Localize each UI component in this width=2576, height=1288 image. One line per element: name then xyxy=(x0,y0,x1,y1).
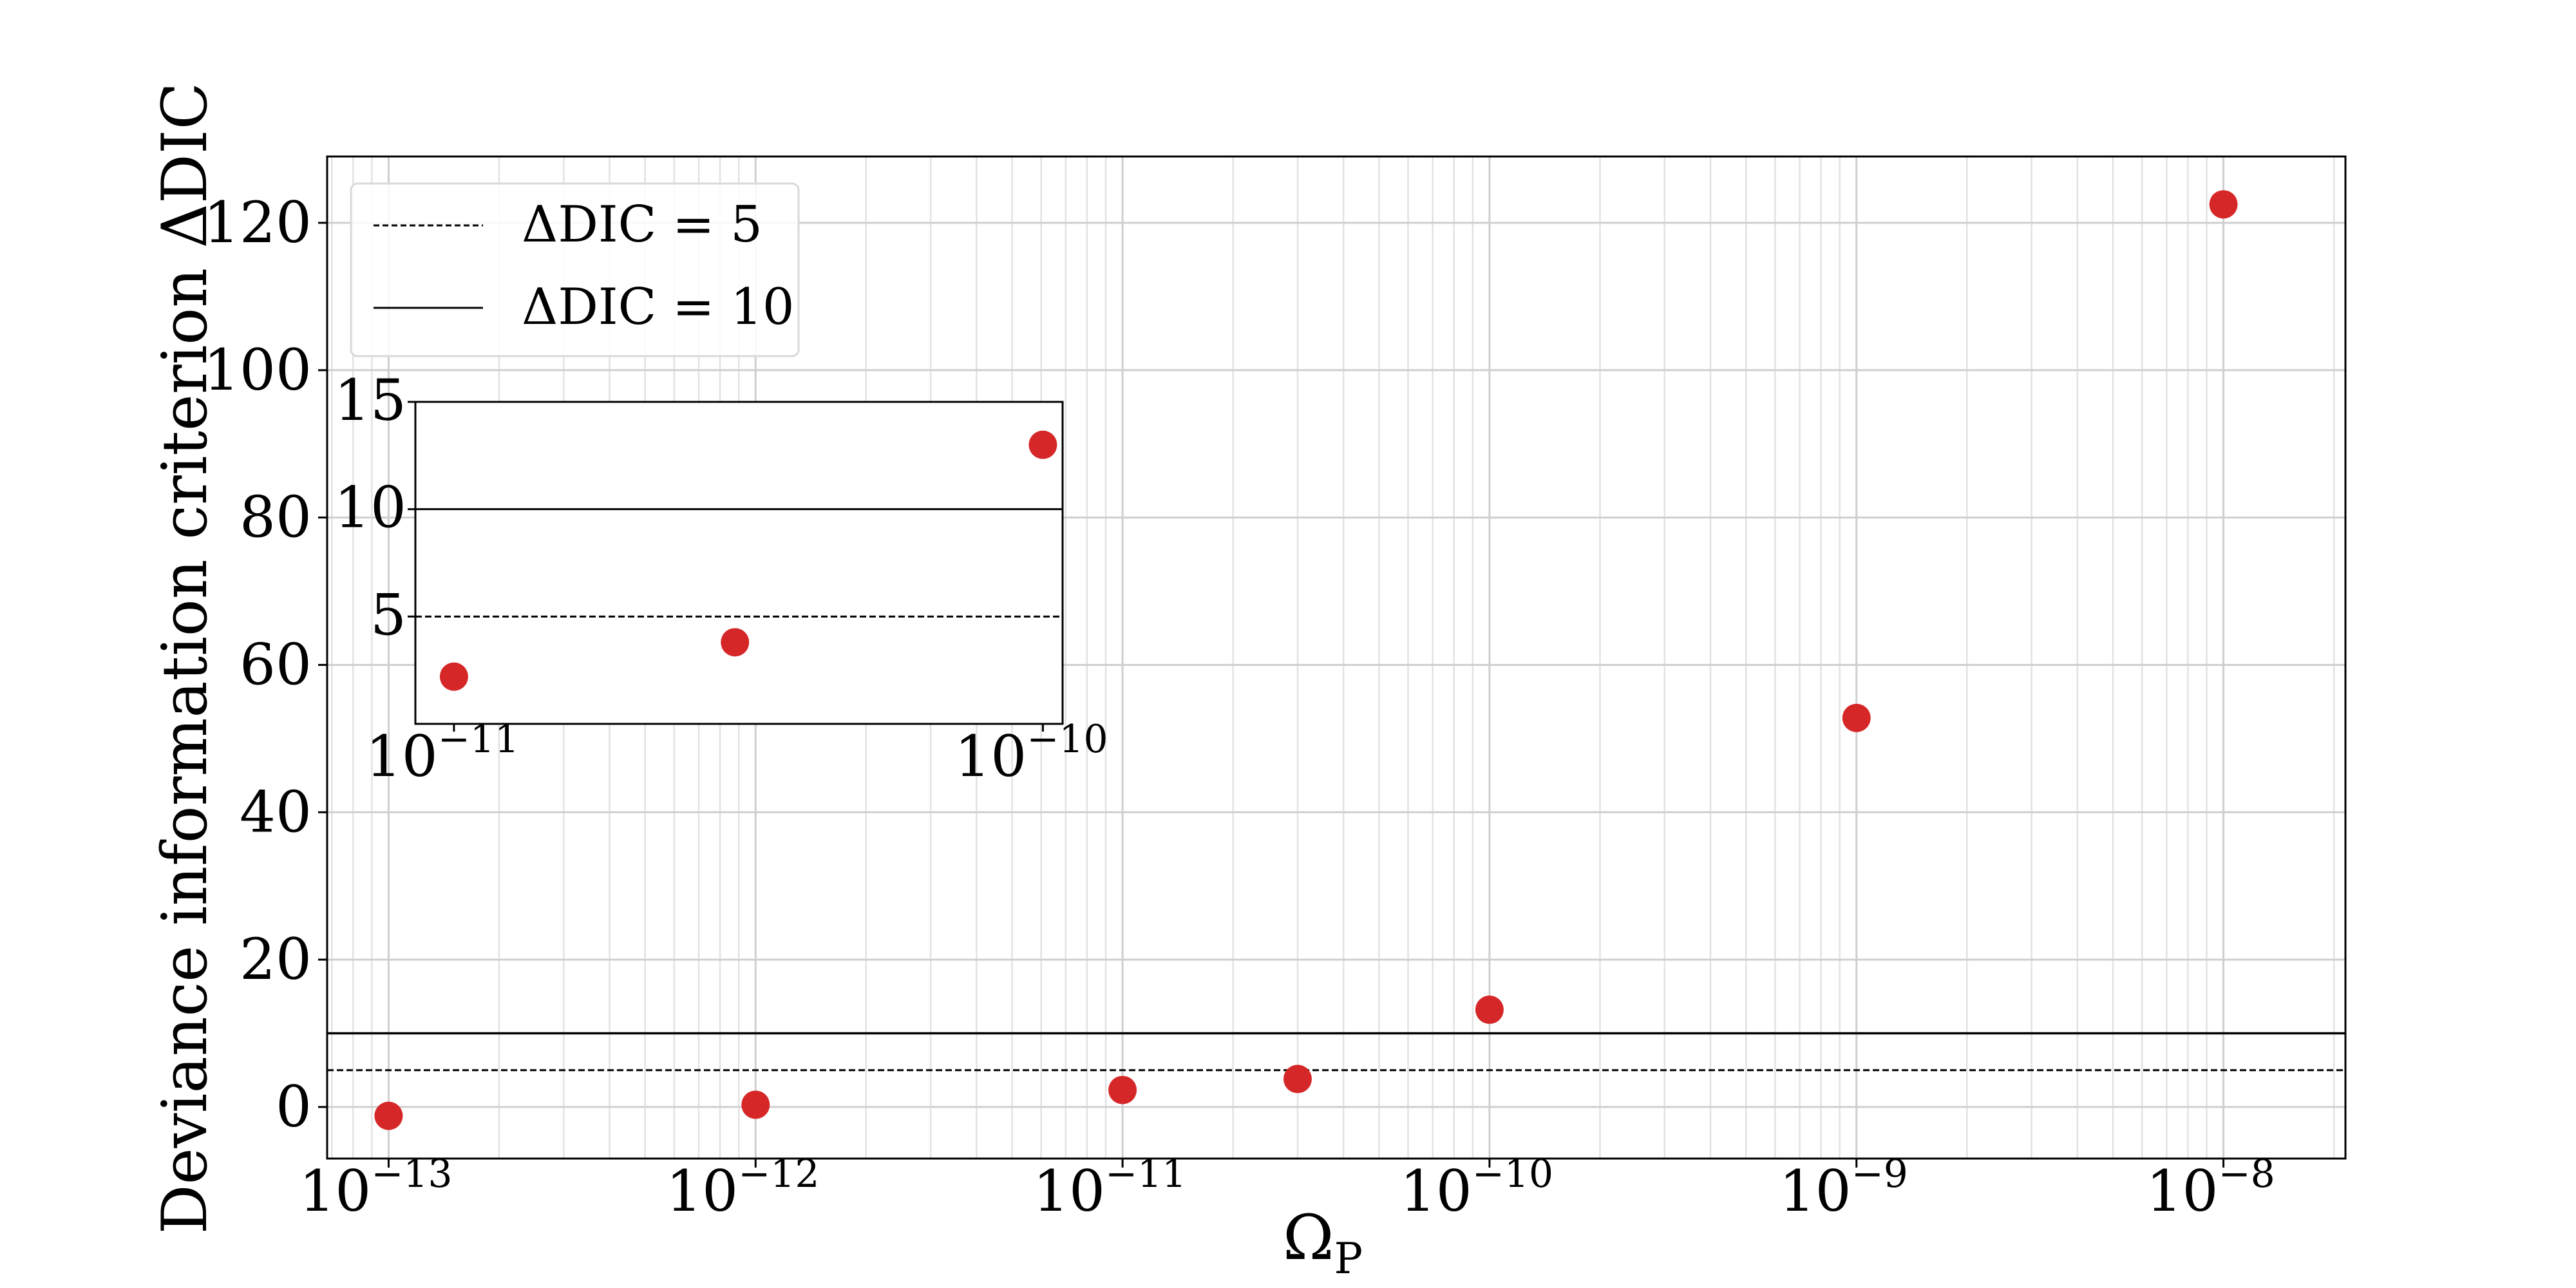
data-point xyxy=(1475,995,1504,1024)
x-tick-label: 10−12 xyxy=(666,1151,819,1224)
legend-label-dic-10: ΔDIC = 10 xyxy=(522,278,795,336)
inset-background xyxy=(415,402,1063,724)
legend-box xyxy=(350,182,800,357)
inset-x-tick-label: 10−10 xyxy=(954,717,1108,790)
x-axis-label: ΩP xyxy=(1283,1202,1363,1283)
legend-label-dic-5: ΔDIC = 5 xyxy=(522,196,762,254)
inset-x-tick-label: 10−11 xyxy=(366,717,519,790)
main-reference-lines xyxy=(327,1032,2345,1072)
y-axis-label: Deviance information criterion ΔDIC xyxy=(149,82,221,1234)
inset-y-tick-label: 10 xyxy=(334,475,406,541)
inset-reference-lines xyxy=(415,508,1063,618)
x-tick-label: 10−8 xyxy=(2146,1151,2275,1224)
x-tick-label: 10−9 xyxy=(1779,1151,1908,1224)
inset-data-points xyxy=(439,430,1057,691)
inset-y-tick-labels: 5 10 15 xyxy=(334,367,415,648)
data-point xyxy=(1842,703,1871,732)
x-tick-label: 10−13 xyxy=(299,1151,452,1224)
y-tick-label: 80 xyxy=(240,484,312,551)
y-tick-label: 60 xyxy=(240,631,312,697)
inset-y-tick-label: 5 xyxy=(370,582,406,648)
main-plot-frame xyxy=(326,155,2347,1160)
data-point xyxy=(374,1101,403,1130)
main-data-points xyxy=(374,190,2238,1130)
y-tick-label: 0 xyxy=(276,1074,312,1140)
inset-data-point xyxy=(1028,430,1057,459)
y-tick-label: 20 xyxy=(240,926,312,992)
inset-data-point xyxy=(439,662,468,691)
data-point xyxy=(1283,1065,1312,1094)
data-point xyxy=(1108,1075,1137,1104)
inset-x-tick-labels: 10−11 10−10 xyxy=(366,717,1108,790)
y-tick-label: 120 xyxy=(204,189,312,256)
inset-chart: 10−11 10−10 5 10 15 xyxy=(334,367,1108,790)
y-tick-label: 100 xyxy=(204,337,312,403)
x-tick-label: 10−10 xyxy=(1400,1151,1553,1224)
main-x-tick-labels: 10−13 10−12 10−11 10−10 10−9 10−8 xyxy=(299,1151,2275,1224)
inset-y-tick-label: 15 xyxy=(334,367,406,433)
data-point xyxy=(741,1090,770,1119)
data-point xyxy=(2209,190,2238,219)
x-tick-label: 10−11 xyxy=(1033,1151,1186,1224)
inset-plot-frame xyxy=(414,401,1064,725)
y-tick-label: 40 xyxy=(240,779,312,845)
main-y-tick-labels: 0 20 40 60 80 100 120 xyxy=(204,189,327,1140)
legend: ΔDIC = 5 ΔDIC = 10 xyxy=(350,182,800,357)
inset-data-point xyxy=(721,628,750,657)
